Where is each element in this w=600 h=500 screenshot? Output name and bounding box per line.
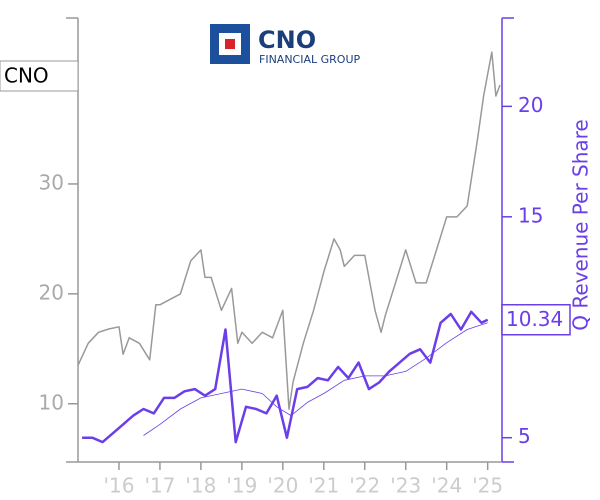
- logo-center: [225, 39, 235, 49]
- x-tick-label: '19: [226, 474, 257, 498]
- series-line: [82, 310, 489, 444]
- y2-tick-label: 5: [518, 424, 531, 448]
- series-line: [77, 51, 501, 410]
- x-tick-label: '25: [472, 474, 503, 498]
- x-tick-label: '22: [349, 474, 380, 498]
- x-tick-label: '18: [185, 474, 216, 498]
- logo-text: CNO: [258, 26, 316, 54]
- y-tick-label: 30: [39, 170, 64, 194]
- x-tick-label: '17: [144, 474, 175, 498]
- y-tick-label: 20: [39, 280, 64, 304]
- y-tick-label: 10: [39, 390, 64, 414]
- ticker-label: CNO: [4, 64, 49, 88]
- x-tick-label: '16: [103, 474, 134, 498]
- logo-subtext: FINANCIAL GROUP: [259, 53, 361, 66]
- y2-tick-label: 15: [518, 203, 543, 227]
- x-tick-label: '23: [390, 474, 421, 498]
- y2-tick-label: 20: [518, 93, 543, 117]
- logo: CNO FINANCIAL GROUP: [210, 24, 361, 66]
- ticker-box: [0, 60, 79, 92]
- value-label: 10.34: [506, 307, 563, 331]
- y2-axis-label: Q Revenue Per Share: [569, 119, 593, 331]
- x-tick-label: '21: [308, 474, 339, 498]
- series-line: [143, 322, 488, 436]
- x-tick-label: '24: [431, 474, 462, 498]
- value-box: [501, 303, 571, 336]
- x-tick-label: '20: [267, 474, 298, 498]
